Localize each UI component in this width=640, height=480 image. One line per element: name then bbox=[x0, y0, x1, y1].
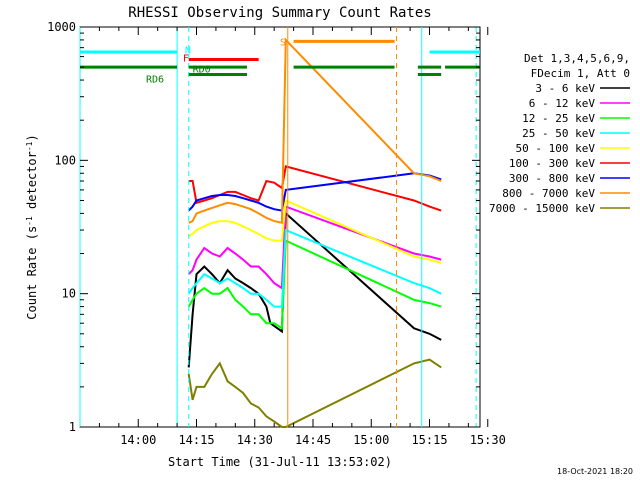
series-line-7 bbox=[188, 37, 442, 225]
x-tick-label-5: 15:15 bbox=[411, 433, 447, 447]
legend: 3 - 6 keV 6 - 12 keV 12 - 25 keV 25 - 50 ke… bbox=[489, 82, 630, 215]
legend-label-4: 50 - 100 keV bbox=[516, 142, 596, 155]
legend-label-7: 800 - 7000 keV bbox=[502, 187, 595, 200]
flag-label-4: S bbox=[280, 37, 286, 48]
legend-header-line-2: FDecim 1, Att 0 bbox=[531, 67, 630, 80]
x-tick-label-1: 14:15 bbox=[178, 433, 214, 447]
flag-label-2: RD0 bbox=[193, 64, 211, 75]
footer-date: 18-Oct-2021 18:20 bbox=[557, 467, 633, 476]
series-line-4 bbox=[188, 199, 442, 264]
flag-bars: NF RD0 RD6 S bbox=[80, 37, 480, 86]
y-tick-label-1: 10 bbox=[62, 287, 76, 301]
series-line-6 bbox=[187, 172, 442, 212]
series-line-0 bbox=[187, 211, 442, 368]
series-line-3 bbox=[187, 228, 442, 308]
legend-label-6: 300 - 800 keV bbox=[509, 172, 595, 185]
x-tick-label-3: 14:45 bbox=[295, 433, 331, 447]
series-layer bbox=[187, 37, 442, 428]
y-tick-label-3: 1000 bbox=[47, 20, 76, 34]
flag-label-1: F bbox=[183, 54, 189, 65]
series-line-2 bbox=[187, 239, 442, 331]
y-tick-label-0: 1 bbox=[69, 420, 76, 434]
x-tick-label-2: 14:30 bbox=[237, 433, 273, 447]
x-axis-label: Start Time (31-Jul-11 13:53:02) bbox=[168, 455, 392, 469]
legend-label-0: 3 - 6 keV bbox=[535, 82, 595, 95]
chart-title: RHESSI Observing Summary Count Rates bbox=[128, 5, 431, 21]
y-tick-label-2: 100 bbox=[54, 153, 76, 167]
legend-label-5: 100 - 300 keV bbox=[509, 157, 595, 170]
series-line-5 bbox=[188, 165, 442, 212]
axes: 1 10 100 1000 14:00 14:15 14:30 14:45 15:00 15:15… bbox=[47, 20, 506, 447]
legend-label-2: 12 - 25 keV bbox=[522, 112, 595, 125]
y-axis-label: Count Rate (s-1 detector-1) bbox=[25, 134, 40, 319]
plot-frame bbox=[79, 26, 481, 428]
x-tick-label-4: 15:00 bbox=[353, 433, 389, 447]
flag-label-0: N bbox=[185, 45, 191, 56]
series-line-8 bbox=[187, 358, 442, 428]
legend-label-3: 25 - 50 keV bbox=[522, 127, 595, 140]
series-line-1 bbox=[187, 205, 442, 290]
legend-label-1: 6 - 12 keV bbox=[529, 97, 596, 110]
legend-header-line-1: Det 1,3,4,5,6,9, bbox=[524, 52, 630, 65]
x-tick-label-0: 14:00 bbox=[120, 433, 156, 447]
legend-label-8: 7000 - 15000 keV bbox=[489, 202, 595, 215]
x-tick-label-6: 15:30 bbox=[470, 433, 506, 447]
vertical-markers bbox=[79, 27, 477, 427]
flag-label-3: RD6 bbox=[146, 75, 164, 86]
